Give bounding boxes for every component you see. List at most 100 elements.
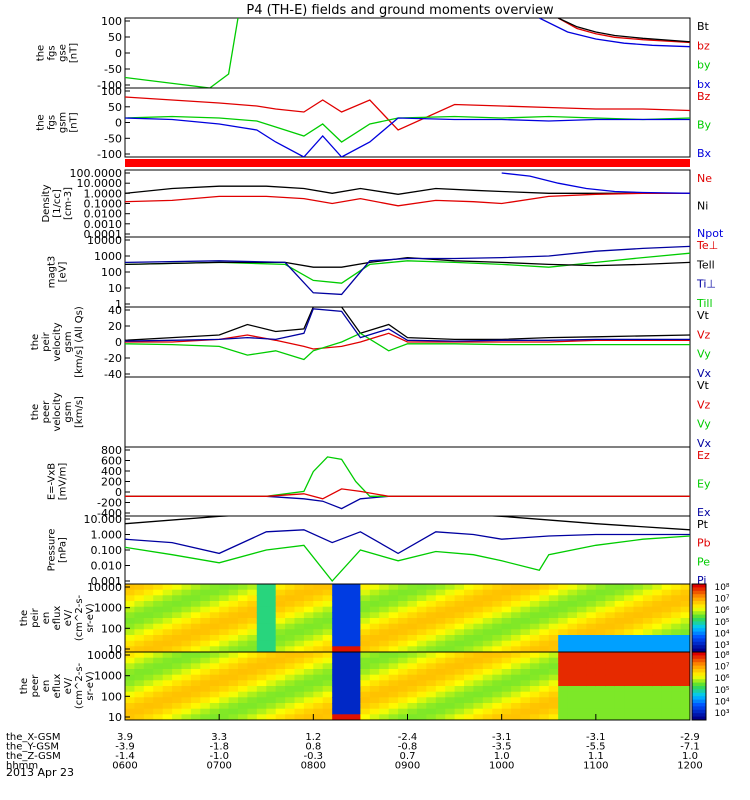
heatmap-cell	[200, 629, 211, 636]
heatmap-cell	[492, 697, 503, 704]
heatmap-cell	[285, 703, 295, 710]
heatmap-cell	[671, 623, 682, 630]
heatmap-cell	[614, 584, 625, 591]
heatmap-cell	[341, 703, 352, 710]
heatmap-cell	[200, 646, 211, 653]
heatmap-cell	[219, 714, 230, 721]
heatmap-cell	[586, 652, 597, 659]
series-line-Bt	[557, 18, 690, 43]
heatmap-cell	[577, 686, 587, 693]
heatmap-cell	[332, 657, 343, 664]
heatmap-cell	[125, 674, 135, 681]
heatmap-cell	[501, 657, 512, 664]
heatmap-cell	[351, 714, 361, 721]
heatmap-cell	[501, 623, 512, 630]
y-axis-label: (cm^2-s-	[74, 594, 85, 641]
heatmap-cell	[671, 629, 682, 636]
heatmap-cell	[661, 657, 672, 664]
heatmap-cell	[680, 663, 691, 670]
heatmap-cell	[398, 691, 408, 698]
heatmap-cell	[219, 680, 230, 687]
heatmap-cell	[416, 623, 427, 630]
heatmap-cell	[445, 589, 456, 596]
heatmap-cell	[247, 714, 258, 721]
heatmap-cell	[125, 612, 135, 619]
heatmap-cell	[520, 674, 531, 681]
heatmap-cell	[219, 629, 230, 636]
heatmap-cell	[539, 697, 550, 704]
heatmap-cell	[341, 657, 352, 664]
heatmap-cell	[351, 697, 361, 704]
heatmap-cell	[473, 623, 484, 630]
y-axis-label: velocity	[52, 392, 63, 431]
heatmap-cell	[567, 623, 578, 630]
heatmap-cell	[642, 652, 653, 659]
heatmap-cell	[322, 618, 333, 625]
heatmap-cell	[482, 663, 493, 670]
heatmap-cell	[190, 691, 201, 698]
heatmap-cell	[633, 589, 644, 596]
heatmap-cell	[360, 584, 371, 591]
heatmap-cell	[125, 663, 135, 670]
heatmap-cell	[529, 584, 540, 591]
heatmap-cell	[454, 595, 465, 602]
heatmap-cell	[275, 589, 286, 596]
heatmap-cell	[473, 663, 484, 670]
heatmap-cell	[313, 674, 324, 681]
heatmap-cell	[398, 714, 408, 721]
heatmap-cell	[303, 640, 314, 647]
heatmap-cell	[143, 697, 154, 704]
heatmap-cell	[482, 708, 493, 715]
series-line-Ey	[125, 456, 690, 497]
y-tick-label: 800	[101, 444, 122, 457]
heatmap-cell	[332, 612, 343, 619]
heatmap-cell	[595, 606, 606, 613]
heatmap-cell	[181, 674, 192, 681]
heatmap-cell	[162, 635, 173, 642]
heatmap-cell	[266, 623, 277, 630]
legend-entry: Ey	[697, 478, 711, 491]
heatmap-cell	[416, 595, 427, 602]
heatmap-cell	[445, 606, 456, 613]
heatmap-cell	[322, 629, 333, 636]
heatmap-cell	[200, 663, 211, 670]
heatmap-cell	[529, 589, 540, 596]
heatmap-cell	[162, 669, 173, 676]
heatmap-cell	[143, 640, 154, 647]
heatmap-cell	[416, 697, 427, 704]
heatmap-cell	[351, 612, 361, 619]
heatmap-cell	[652, 691, 663, 698]
heatmap-cell	[143, 635, 154, 642]
heatmap-cell	[341, 589, 352, 596]
heatmap-cell	[492, 652, 503, 659]
heatmap-cell	[464, 601, 474, 608]
heatmap-cell	[567, 652, 578, 659]
heatmap-cell	[586, 635, 597, 642]
heatmap-cell	[511, 652, 521, 659]
heatmap-cell	[614, 595, 625, 602]
heatmap-cell	[322, 657, 333, 664]
heatmap-cell	[407, 635, 418, 642]
heatmap-cell	[294, 601, 305, 608]
y-tick-label: 10	[108, 643, 122, 656]
heatmap-cell	[172, 584, 182, 591]
heatmap-cell	[558, 618, 569, 625]
heatmap-cell	[379, 623, 390, 630]
heatmap-cell	[577, 663, 587, 670]
heatmap-cell	[511, 703, 521, 710]
heatmap-cell	[134, 714, 145, 721]
heatmap-cell	[228, 697, 239, 704]
heatmap-cell	[332, 686, 343, 693]
heatmap-cell	[548, 691, 559, 698]
heatmap-cell	[473, 612, 484, 619]
heatmap-cell	[624, 691, 634, 698]
heatmap-cell	[464, 618, 474, 625]
heatmap-cell	[529, 669, 540, 676]
heatmap-cell	[416, 629, 427, 636]
heatmap-cell	[548, 663, 559, 670]
heatmap-cell	[153, 612, 164, 619]
heatmap-cell	[511, 697, 521, 704]
